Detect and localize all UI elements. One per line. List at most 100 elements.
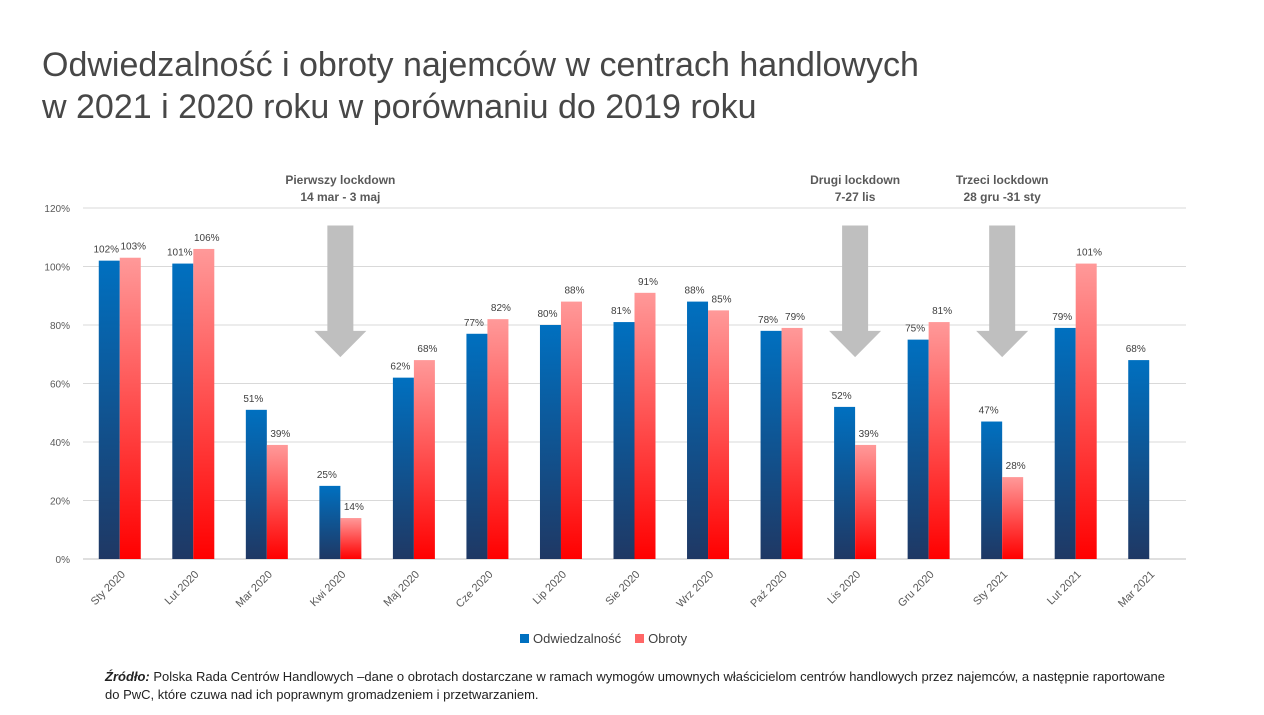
y-tick-label: 60% (50, 380, 70, 391)
bar-obroty (928, 322, 950, 559)
bar-odwiedzalnosc (172, 263, 194, 559)
bar-obroty (634, 292, 656, 559)
x-tick-label: Mar 2021 (1116, 569, 1157, 610)
legend: Odwiedzalność Obroty (520, 631, 687, 646)
lockdown-annotation-text: Pierwszy lockdown (285, 173, 395, 187)
bar-odwiedzalnosc (760, 330, 782, 559)
x-tick-label: Sty 2021 (971, 569, 1010, 608)
lockdown-annotation-text: Trzeci lockdown (956, 173, 1049, 187)
x-tick-label: Mar 2020 (234, 569, 275, 610)
bar-obroty (119, 257, 141, 559)
bar-odwiedzalnosc (466, 333, 488, 559)
x-tick-label: Maj 2020 (382, 569, 422, 609)
bar-obroty (266, 444, 288, 559)
data-label: 51% (243, 394, 263, 405)
x-tick-label: Lis 2020 (825, 569, 863, 607)
data-label: 103% (120, 242, 146, 253)
x-tick-label: Sie 2020 (603, 569, 642, 608)
x-tick-label: Paź 2020 (748, 569, 789, 610)
legend-swatch-red (635, 634, 645, 643)
title-line-2: w 2021 i 2020 roku w porównaniu do 2019 … (42, 88, 757, 126)
lockdown-annotation-text: 28 gru -31 sty (963, 190, 1041, 204)
data-label: 39% (270, 429, 290, 440)
annotations: Pierwszy lockdown 14 mar - 3 maj Drugi loc… (285, 173, 1049, 358)
bar-obroty (708, 310, 730, 559)
page-title: Odwiedzalność i obroty najemców w centra… (42, 44, 919, 128)
bar-obroty (487, 319, 509, 559)
data-label: 101% (167, 248, 193, 259)
lockdown-annotation-text: 14 mar - 3 maj (300, 190, 380, 204)
data-label: 28% (1006, 461, 1026, 472)
data-label: 39% (859, 429, 879, 440)
y-tick-label: 0% (56, 555, 71, 566)
bar-obroty (1002, 477, 1024, 559)
data-label: 14% (344, 502, 364, 513)
legend-label-odwiedzalnosc: Odwiedzalność (533, 631, 622, 646)
bar-odwiedzalnosc (613, 322, 635, 559)
data-label: 77% (464, 318, 484, 329)
x-tick-label: Lut 2020 (163, 569, 202, 608)
data-label: 47% (979, 406, 999, 417)
bar-odwiedzalnosc (907, 339, 929, 559)
bars (98, 248, 1150, 559)
bar-obroty (560, 301, 582, 559)
data-label: 101% (1076, 248, 1102, 259)
data-label: 106% (194, 233, 220, 244)
y-tick-label: 80% (50, 321, 70, 332)
x-tick-label: Wrz 2020 (675, 569, 717, 611)
x-tick-label: Cze 2020 (454, 569, 496, 611)
y-tick-label: 20% (50, 497, 70, 508)
source-note: Źródło: Polska Rada Centrów Handlowych –… (105, 668, 1175, 704)
data-label: 62% (390, 362, 410, 373)
bar-odwiedzalnosc (1128, 360, 1150, 559)
data-label: 79% (1052, 312, 1072, 323)
title-line-1: Odwiedzalność i obroty najemców w centra… (42, 46, 919, 84)
bar-odwiedzalnosc (1054, 327, 1076, 559)
data-label: 68% (1126, 344, 1146, 355)
bar-obroty (855, 444, 877, 559)
y-tick-label: 120% (44, 204, 70, 215)
bar-obroty (1075, 263, 1097, 559)
bar-obroty (781, 327, 803, 559)
legend-label-obroty: Obroty (648, 631, 688, 646)
x-tick-label: Sty 2020 (89, 569, 128, 608)
data-label: 25% (317, 470, 337, 481)
data-label: 75% (905, 324, 925, 335)
lockdown-arrow-icon (829, 225, 882, 358)
bar-odwiedzalnosc (245, 409, 267, 559)
bar-odwiedzalnosc (981, 421, 1003, 559)
data-label: 102% (93, 245, 119, 256)
bar-odwiedzalnosc (319, 485, 341, 559)
legend-item-odwiedzalnosc: Odwiedzalność (520, 631, 621, 646)
data-label: 85% (712, 294, 732, 305)
bar-odwiedzalnosc (539, 325, 561, 559)
data-label: 88% (685, 286, 705, 297)
x-tick-label: Lut 2021 (1045, 569, 1084, 608)
bar-obroty (193, 248, 215, 559)
x-tick-label: Kwi 2020 (308, 569, 348, 609)
data-label: 91% (638, 277, 658, 288)
lockdown-annotation-text: 7-27 lis (835, 190, 876, 204)
bar-odwiedzalnosc (392, 377, 414, 559)
bar-obroty (413, 360, 435, 559)
source-label: Źródło: (105, 669, 150, 684)
data-label: 82% (491, 303, 511, 314)
data-label: 79% (785, 312, 805, 323)
x-tick-label: Gru 2020 (896, 569, 937, 610)
data-labels: 102% 103%101%106%51%39%25%14%62%68%77%82%… (93, 233, 1145, 513)
data-label: 81% (932, 306, 952, 317)
x-tick-label: Lip 2020 (531, 569, 569, 607)
lockdown-arrow-icon (314, 225, 367, 358)
bar-odwiedzalnosc (98, 260, 120, 559)
data-label: 80% (537, 309, 557, 320)
y-tick-label: 100% (44, 263, 70, 274)
legend-swatch-blue (520, 634, 529, 643)
data-label: 81% (611, 306, 631, 317)
legend-item-obroty: Obroty (635, 631, 687, 646)
data-label: 52% (832, 391, 852, 402)
data-label: 78% (758, 315, 778, 326)
bar-odwiedzalnosc (834, 406, 856, 559)
lockdown-annotation-text: Drugi lockdown (810, 173, 900, 187)
bar-odwiedzalnosc (687, 301, 709, 559)
source-text: Polska Rada Centrów Handlowych –dane o o… (105, 669, 1166, 702)
